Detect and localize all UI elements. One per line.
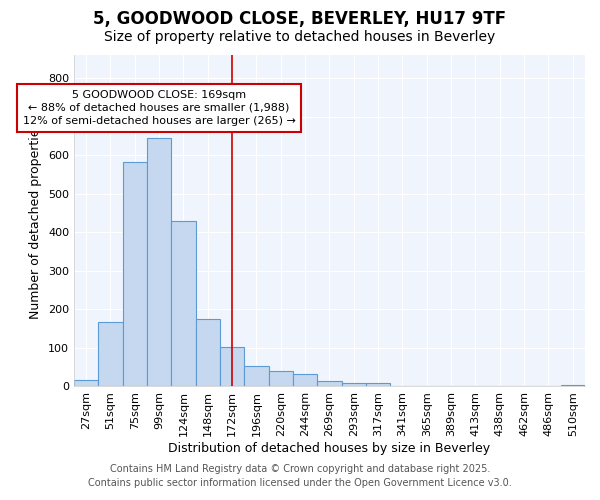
Bar	[269, 371, 293, 386]
Bar	[293, 374, 317, 386]
Bar	[196, 319, 220, 386]
Bar	[147, 138, 171, 386]
Bar	[341, 382, 366, 386]
Bar	[244, 366, 269, 386]
Bar	[560, 384, 585, 386]
Bar	[171, 220, 196, 386]
X-axis label: Distribution of detached houses by size in Beverley: Distribution of detached houses by size …	[169, 442, 491, 455]
Y-axis label: Number of detached properties: Number of detached properties	[29, 122, 43, 319]
Bar	[220, 347, 244, 387]
Bar	[366, 382, 391, 386]
Bar	[317, 380, 341, 386]
Text: 5 GOODWOOD CLOSE: 169sqm
← 88% of detached houses are smaller (1,988)
12% of sem: 5 GOODWOOD CLOSE: 169sqm ← 88% of detach…	[23, 90, 296, 126]
Text: Contains HM Land Registry data © Crown copyright and database right 2025.
Contai: Contains HM Land Registry data © Crown c…	[88, 464, 512, 487]
Bar	[122, 162, 147, 386]
Bar	[98, 322, 122, 386]
Text: 5, GOODWOOD CLOSE, BEVERLEY, HU17 9TF: 5, GOODWOOD CLOSE, BEVERLEY, HU17 9TF	[94, 10, 506, 28]
Bar	[74, 380, 98, 386]
Text: Size of property relative to detached houses in Beverley: Size of property relative to detached ho…	[104, 30, 496, 44]
